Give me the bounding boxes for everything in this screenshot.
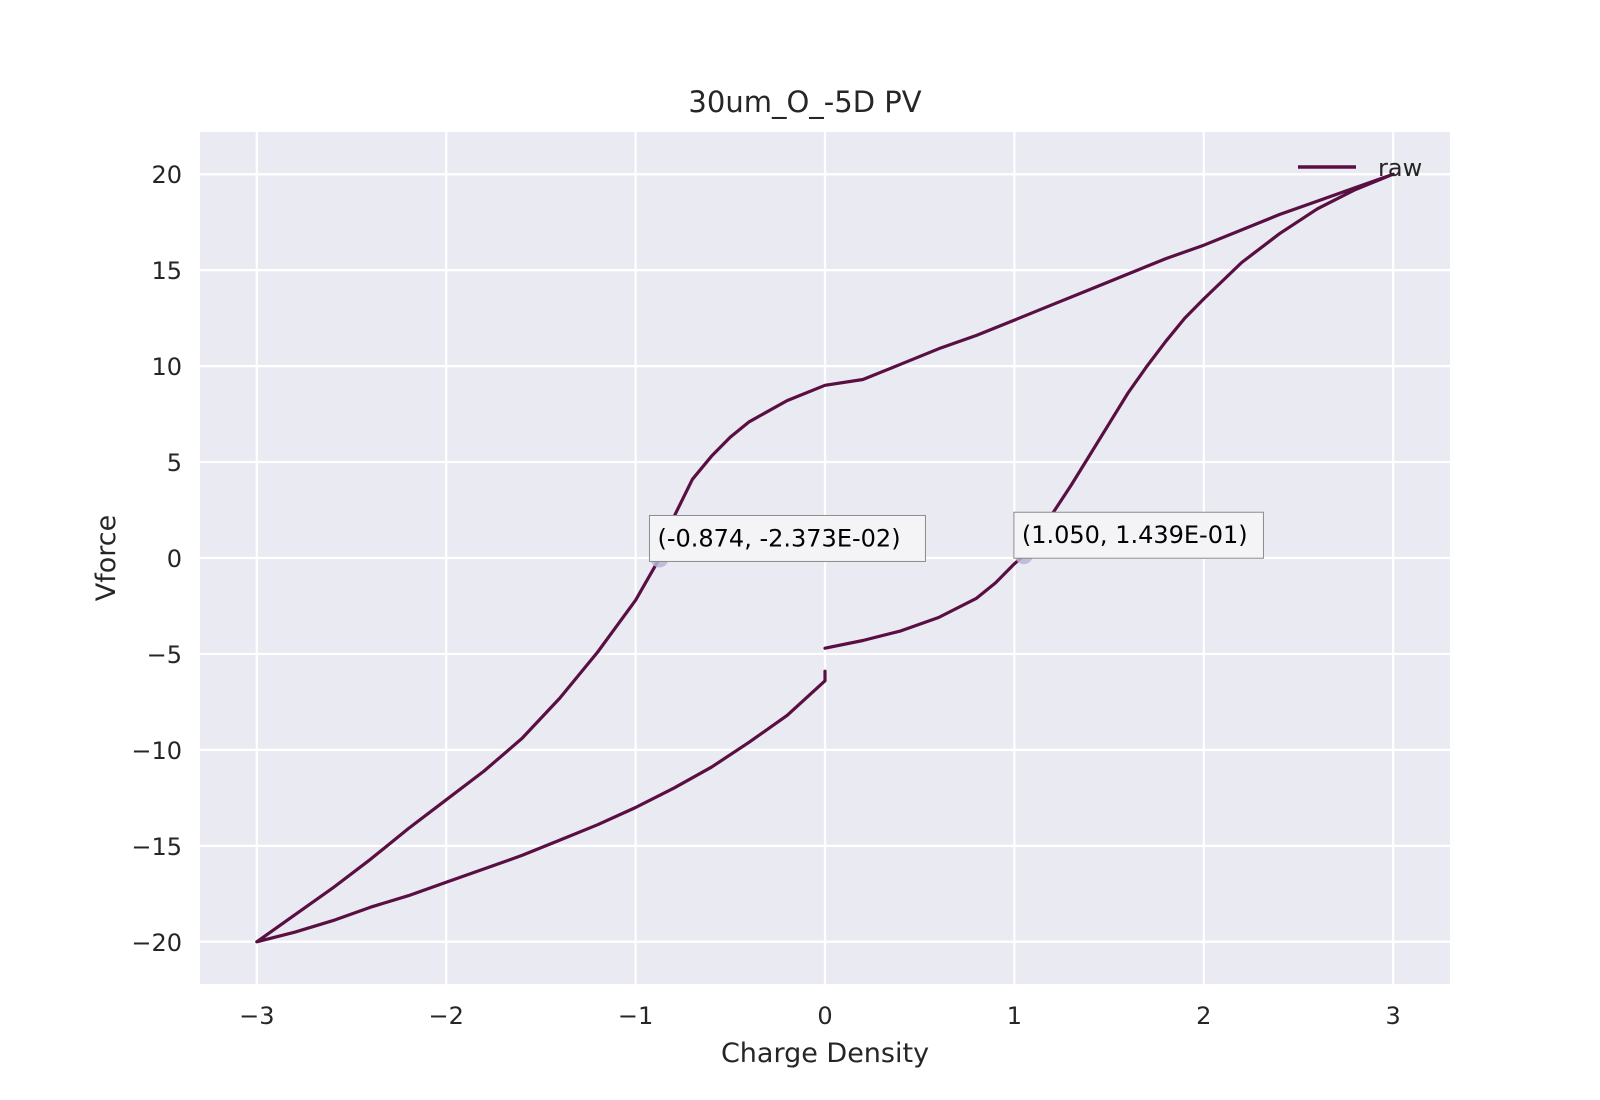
y-tick-label: −20 [131,929,182,957]
y-axis-label: Vforce [91,515,122,601]
y-tick-label: 5 [167,449,182,477]
x-tick-label: −1 [618,1002,653,1030]
legend: raw [1298,154,1422,182]
chart-title: 30um_O_-5D PV [688,85,921,119]
x-axis-label: Charge Density [721,1038,929,1069]
series-layer [255,172,1395,944]
annotations-layer: (-0.874, -2.373E-02) (1.050, 1.439E-01) [648,511,1264,568]
annotation-box [648,514,926,562]
legend-label-raw: raw [1378,154,1422,182]
x-tick-label: −2 [429,1002,464,1030]
x-tick-label: 0 [817,1002,832,1030]
y-tick-label: 10 [151,353,182,381]
x-tick-label: 1 [1007,1002,1022,1030]
x-tick-label: 2 [1196,1002,1211,1030]
y-tick-label: 15 [151,257,182,285]
y-tick-label: −10 [131,737,182,765]
x-axis-ticks: −3 −2 −1 0 1 2 3 [239,1002,1401,1030]
y-axis-ticks: −20 −15 −10 −5 0 5 10 15 20 [131,161,182,957]
y-tick-label: −5 [147,641,182,669]
x-tick-label: 3 [1386,1002,1401,1030]
y-tick-label: −15 [131,833,182,861]
annotation-label: (1.050, 1.439E-01) [1022,521,1248,549]
series-line-raw [255,172,1395,944]
annotation-label: (-0.874, -2.373E-02) [657,524,900,552]
y-tick-label: 0 [167,545,182,573]
x-tick-label: −3 [239,1002,274,1030]
annotation-box [1013,511,1264,559]
grid [200,132,1450,984]
y-tick-label: 20 [151,161,182,189]
